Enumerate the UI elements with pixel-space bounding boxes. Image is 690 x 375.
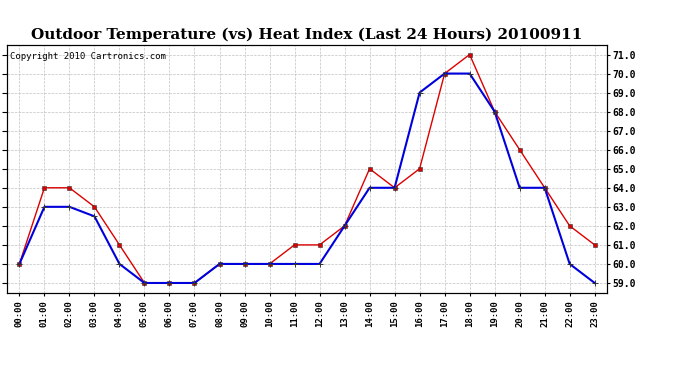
Text: Copyright 2010 Cartronics.com: Copyright 2010 Cartronics.com <box>10 53 166 62</box>
Title: Outdoor Temperature (vs) Heat Index (Last 24 Hours) 20100911: Outdoor Temperature (vs) Heat Index (Las… <box>31 28 583 42</box>
